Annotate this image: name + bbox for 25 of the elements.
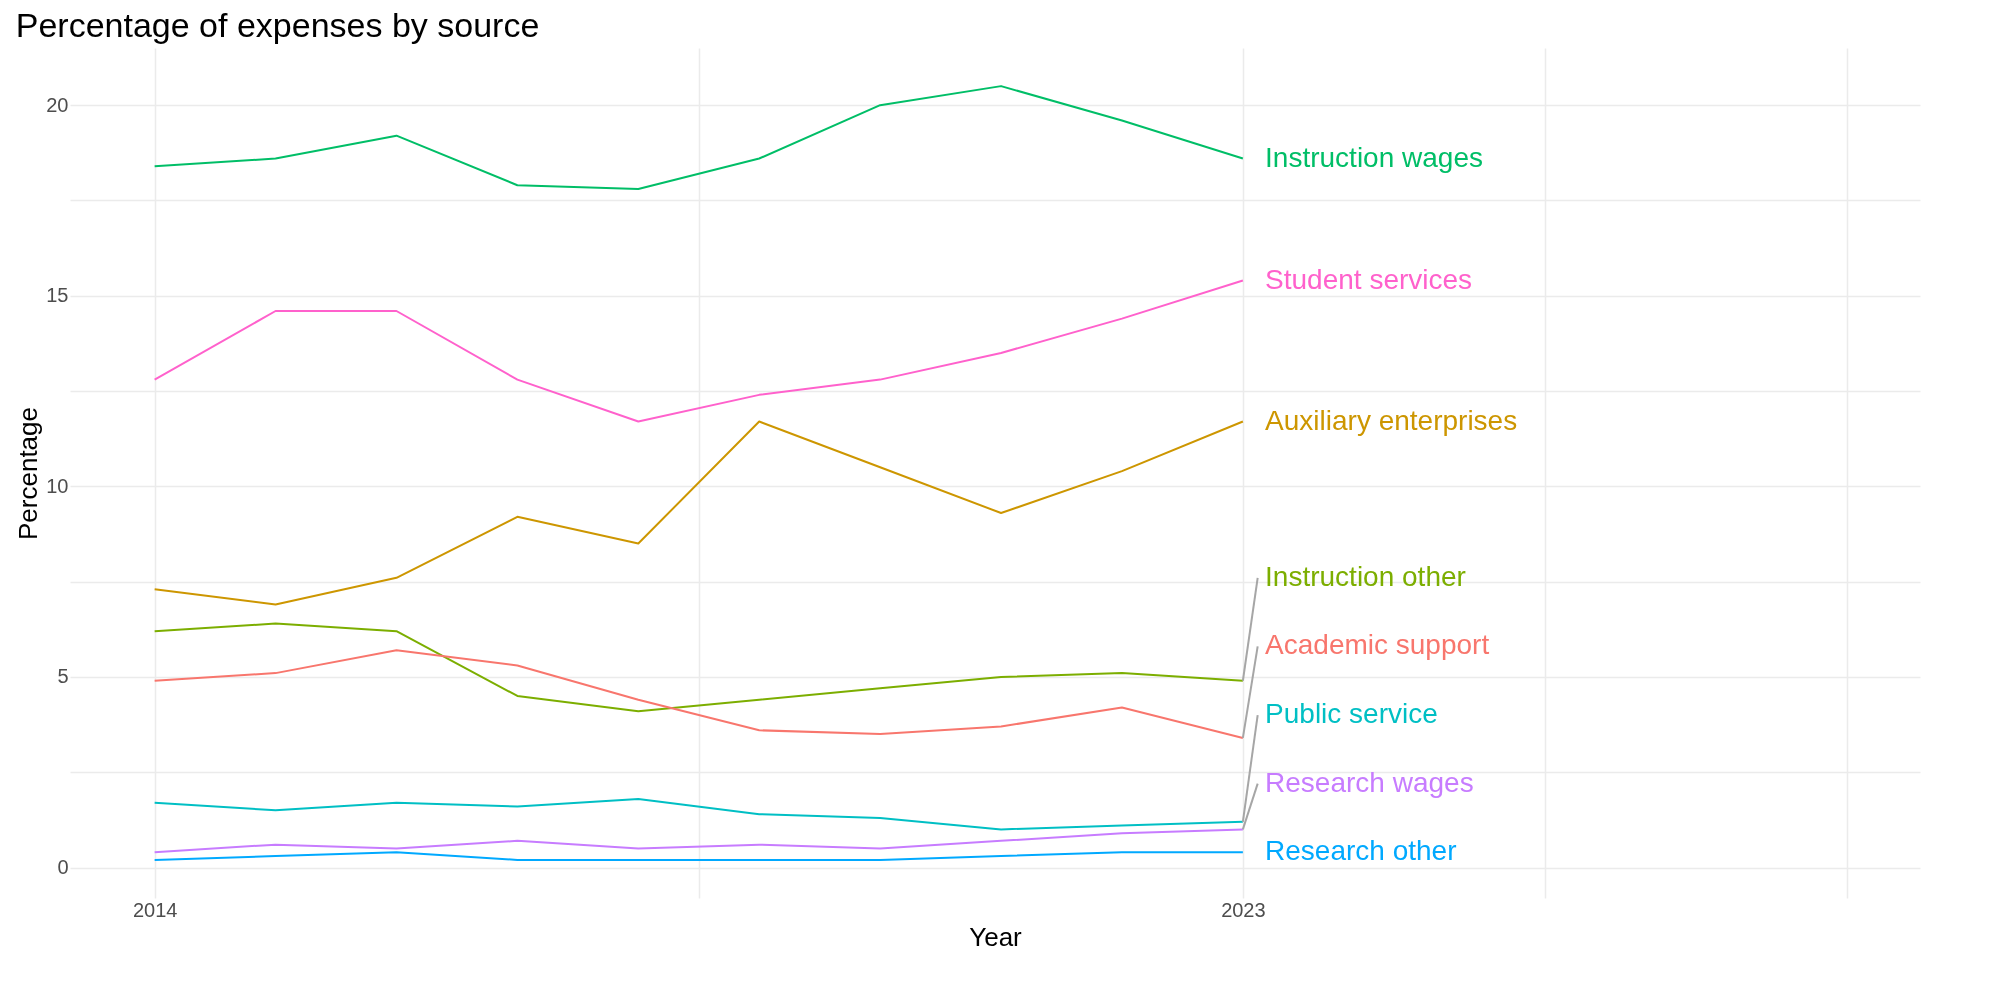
y-tick-label: 20 <box>46 93 69 116</box>
line-series <box>153 797 1244 831</box>
series-label: Instruction wages <box>1265 141 1483 173</box>
line-series <box>153 420 1244 606</box>
series-label: Student services <box>1265 263 1473 295</box>
text: Public service <box>1265 698 1438 730</box>
x-axis-title: Year <box>969 921 1023 952</box>
y-tick-label: 10 <box>46 474 69 497</box>
series-label: Research other <box>1265 835 1457 867</box>
line-series <box>153 828 1244 854</box>
y-axis-title: Percentage <box>13 407 44 540</box>
y-tick-label: 15 <box>46 284 69 307</box>
x-tick-label: 2023 <box>1221 898 1266 921</box>
y-tick-label: 0 <box>57 856 69 879</box>
line-series <box>153 85 1244 191</box>
line-series <box>153 622 1244 713</box>
line-series <box>153 649 1244 739</box>
text: Instruction other <box>1265 560 1466 592</box>
series-label: Research wages <box>1265 766 1474 798</box>
series-label: Auxiliary enterprises <box>1265 404 1518 436</box>
chart-title: Percentage of expenses by source <box>15 6 540 44</box>
y-tick-label: 5 <box>57 665 69 688</box>
text: Academic support <box>1265 629 1490 661</box>
line-series <box>153 279 1244 423</box>
x-tick-label: 2014 <box>132 898 178 921</box>
